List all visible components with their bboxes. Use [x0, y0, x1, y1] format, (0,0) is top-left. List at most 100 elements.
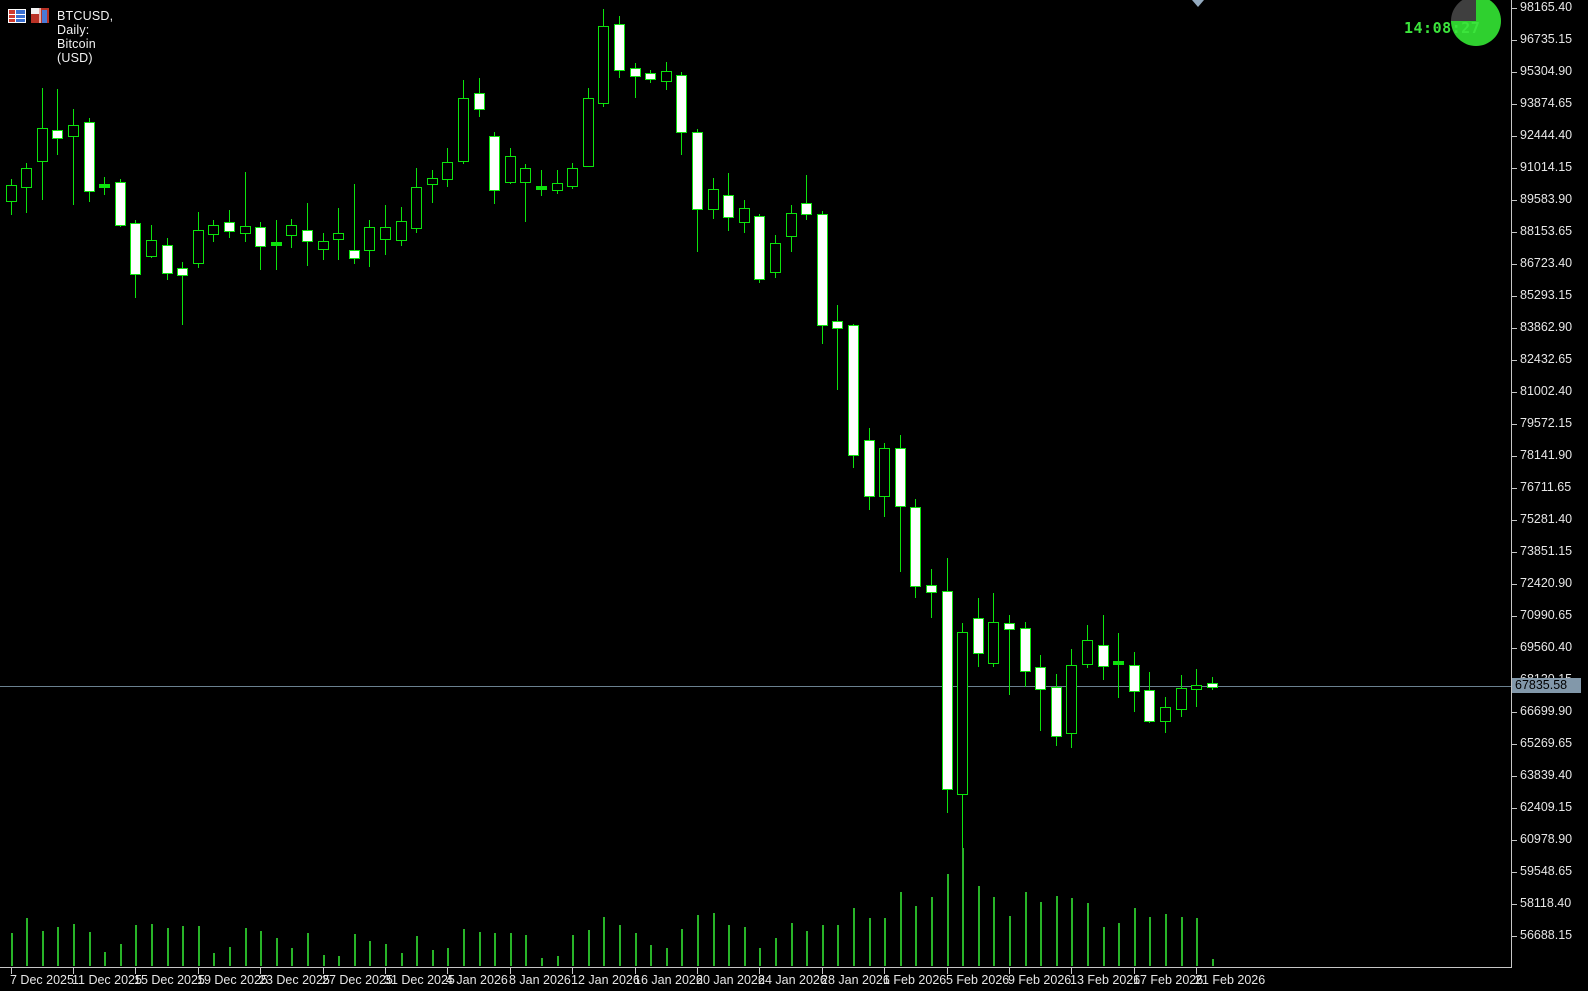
candle-body: [177, 267, 188, 277]
date-axis-label: 8 Jan 2026: [509, 973, 571, 987]
volume-bar: [697, 915, 699, 966]
candle-body: [645, 73, 656, 80]
price-axis-label: 82432.65: [1520, 352, 1573, 366]
volume-bar: [401, 953, 403, 966]
candle-body: [1051, 687, 1062, 738]
candle-body: [801, 202, 812, 215]
price-axis-label: 58118.40: [1520, 896, 1572, 910]
candle-body: [598, 26, 609, 105]
volume-bar: [291, 948, 293, 966]
price-tick: [1512, 584, 1517, 585]
candle-body: [692, 132, 703, 211]
volume-bar: [978, 886, 980, 966]
candle-body: [1035, 667, 1046, 691]
price-tick: [1512, 808, 1517, 809]
candle-body: [708, 189, 719, 211]
candle-body: [193, 229, 204, 265]
candle-body: [380, 227, 391, 240]
price-axis-label: 72420.90: [1520, 576, 1573, 590]
candle-body: [130, 223, 141, 276]
date-tick: [697, 968, 698, 974]
date-axis-label: 13 Feb 2026: [1070, 973, 1141, 987]
date-tick: [759, 968, 760, 974]
volume-bar: [759, 948, 761, 966]
volume-bar: [1181, 917, 1183, 966]
candle-wick: [837, 304, 838, 390]
candle-body: [302, 229, 313, 242]
candle-countdown-pie-icon: [1451, 0, 1501, 46]
date-tick: [1071, 968, 1072, 974]
symbol-title: BTCUSD, Daily: Bitcoin (USD): [57, 9, 114, 65]
volume-bar: [26, 918, 28, 966]
price-tick: [1512, 232, 1517, 233]
date-tick: [635, 968, 636, 974]
candle-body: [99, 184, 110, 188]
date-axis-label: 16 Jan 2026: [634, 973, 703, 987]
candle-body: [1191, 684, 1202, 691]
candle-body: [52, 130, 63, 139]
date-axis-label: 11 Dec 2025: [72, 973, 142, 987]
candle-body: [37, 127, 48, 163]
price-axis-label: 69560.40: [1520, 640, 1573, 654]
price-tick: [1512, 552, 1517, 553]
date-tick: [822, 968, 823, 974]
date-tick: [447, 968, 448, 974]
time-axis[interactable]: 7 Dec 2025 11 Dec 2025 15 Dec 2025 19 Dec 2…: [0, 968, 1588, 991]
price-tick: [1512, 840, 1517, 841]
price-tick: [1512, 872, 1517, 873]
date-tick: [198, 968, 199, 974]
candle-body: [754, 216, 765, 280]
candle-wick: [1118, 633, 1119, 699]
date-axis-label: 15 Dec 2025: [134, 973, 205, 987]
price-axis-label: 83862.90: [1520, 320, 1573, 334]
date-axis-label: 19 Dec 2025: [197, 973, 268, 987]
candle-body: [864, 439, 875, 497]
volume-bar: [1056, 896, 1058, 966]
price-axis[interactable]: 98165.40 96735.15 95304.90 93874.65 92444.40…: [1512, 0, 1588, 967]
candle-body: [1113, 660, 1124, 665]
price-tick: [1512, 40, 1517, 41]
volume-bar: [822, 925, 824, 966]
candle-wick: [245, 171, 246, 243]
candle-body: [1098, 644, 1109, 668]
candle-body: [84, 122, 95, 192]
date-tick: [1009, 968, 1010, 974]
volume-bar: [900, 892, 902, 966]
candle-body: [832, 321, 843, 329]
candle-body: [1066, 665, 1077, 735]
volume-bar: [557, 956, 559, 966]
volume-bar: [728, 925, 730, 966]
candle-body: [427, 178, 438, 185]
volume-bar: [494, 933, 496, 966]
candle-wick: [557, 170, 558, 194]
chart-plot-area[interactable]: [0, 0, 1512, 968]
candle-body: [489, 135, 500, 192]
chart-shift-marker-icon[interactable]: [1192, 0, 1204, 7]
date-axis-label: 24 Jan 2026: [758, 973, 827, 987]
candle-body: [1176, 688, 1187, 711]
volume-bar: [775, 938, 777, 966]
price-tick: [1512, 8, 1517, 9]
candle-wick: [432, 170, 433, 203]
volume-bar: [167, 928, 169, 966]
volume-bar: [1071, 898, 1073, 966]
volume-bar: [1165, 914, 1167, 966]
candle-body: [786, 212, 797, 238]
volume-bar: [151, 924, 153, 966]
bar-chart-icon: [31, 8, 49, 23]
date-tick: [1134, 968, 1135, 974]
volume-bar: [1040, 902, 1042, 966]
price-axis-label: 73851.15: [1520, 544, 1573, 558]
price-tick: [1512, 488, 1517, 489]
date-axis-label: 28 Jan 2026: [821, 973, 890, 987]
volume-bar: [541, 958, 543, 966]
candle-body: [6, 185, 17, 202]
date-axis-label: 27 Dec 2025: [322, 973, 393, 987]
date-axis-label: 31 Dec 2025: [384, 973, 455, 987]
candle-body: [536, 186, 547, 191]
candle-body: [817, 214, 828, 326]
candle-body: [723, 195, 734, 219]
date-axis-label: 23 Dec 2025: [259, 973, 330, 987]
volume-bar: [510, 933, 512, 966]
candle-body: [68, 124, 79, 137]
